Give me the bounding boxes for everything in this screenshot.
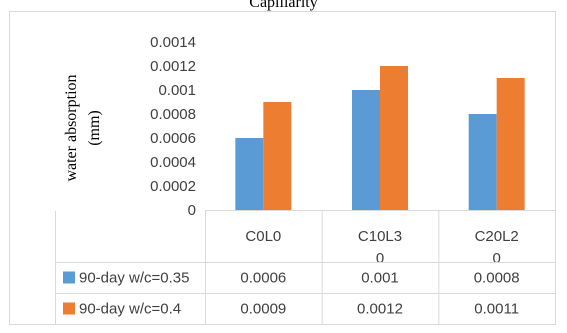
bar-wc035 [235,138,264,210]
y-tick-label: 0.0008 [150,106,196,123]
y-tick-label: 0.0014 [150,34,196,51]
bar-wc04 [380,66,408,210]
table-cell-value: 0.001 [361,270,399,287]
legend-swatch [63,302,75,315]
chart-caption: Capillarity [249,0,318,11]
table-cell-value: 0.0009 [240,301,286,318]
x-category-label: C20L2 [475,228,519,245]
x-axis-categories: C0L0 C10L3 0 C20L2 0 [245,228,518,267]
y-axis-title-line: (mm) [86,110,103,146]
y-axis-title-line: water absorption [63,74,80,181]
bar-wc04 [496,78,525,210]
legend-label: 90-day w/c=0.35 [79,270,190,287]
table-cell-value: 0.0006 [240,270,286,287]
x-category-label: C10L3 [358,228,402,245]
legend-label: 90-day w/c=0.4 [79,301,181,318]
y-axis-title: water absorption (mm) [63,74,103,181]
legend-swatch [63,271,75,284]
x-category-label: C0L0 [245,228,281,245]
y-tick-label: 0.0012 [150,58,196,75]
x-category-label: 0 [492,250,500,267]
x-category-label: 0 [376,250,384,267]
table-cell-value: 0.0012 [357,301,403,318]
y-tick-label: 0.0002 [150,178,196,195]
y-tick-label: 0 [188,202,196,219]
y-axis-label: water absorption (mm) [63,74,103,181]
bar-wc035 [352,90,380,210]
bar-wc035 [468,114,497,210]
y-tick-label: 0.001 [158,82,196,99]
table-cell-value: 0.0008 [474,270,520,287]
y-tick-label: 0.0004 [150,154,196,171]
table-cell-value: 0.0011 [474,301,519,318]
bars [235,66,525,210]
bar-wc04 [263,102,292,210]
y-axis-ticks: 0 0.0002 0.0004 0.0006 0.0008 0.001 0.0012 0.00… [150,34,196,219]
data-table: 90-day w/c=0.35 0.0006 0.001 0.0008 90-day w… [55,211,556,325]
y-tick-label: 0.0006 [150,130,196,147]
